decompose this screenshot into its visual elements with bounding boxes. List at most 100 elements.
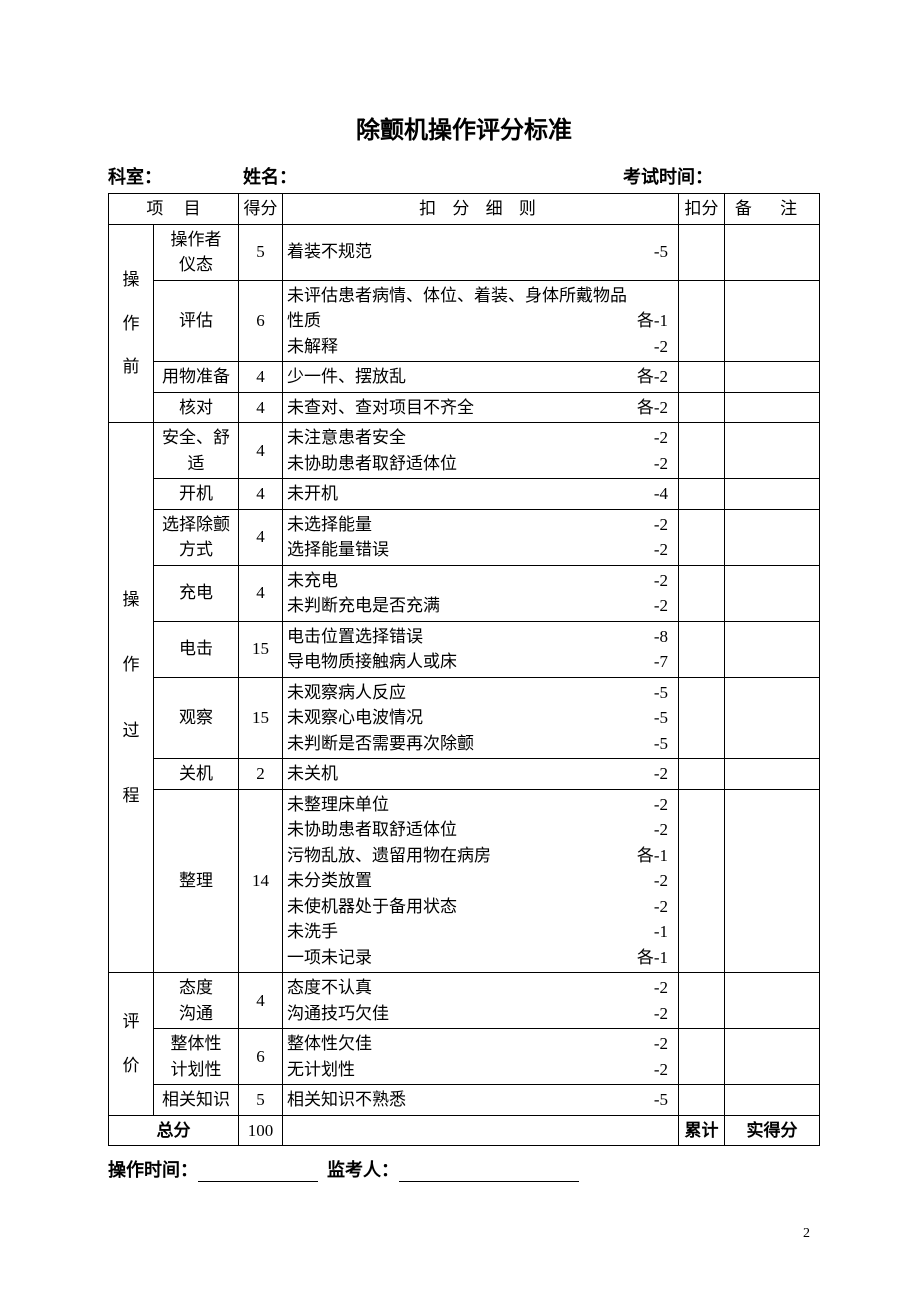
note-cell xyxy=(725,280,820,362)
item-cell: 整体性计划性 xyxy=(154,1029,239,1085)
rules-cell: 相关知识不熟悉-5 xyxy=(283,1085,679,1116)
exam-time-label: 考试时间： xyxy=(623,163,713,189)
table-row: 观察 15 未观察病人反应-5 未观察心电波情况-5 未判断是否需要再次除颤-5 xyxy=(109,677,820,759)
note-cell xyxy=(725,677,820,759)
note-cell xyxy=(725,1029,820,1085)
item-cell: 观察 xyxy=(154,677,239,759)
rules-cell: 着装不规范-5 xyxy=(283,224,679,280)
category-cell: 操作前 xyxy=(109,224,154,423)
rules-cell: 态度不认真-2 沟通技巧欠佳-2 xyxy=(283,973,679,1029)
item-cell: 安全、舒适 xyxy=(154,423,239,479)
op-time-blank xyxy=(198,1181,318,1182)
item-cell: 用物准备 xyxy=(154,362,239,393)
item-cell: 相关知识 xyxy=(154,1085,239,1116)
table-row: 整体性计划性 6 整体性欠佳-2 无计划性-2 xyxy=(109,1029,820,1085)
score-cell: 4 xyxy=(239,423,283,479)
table-row: 整理 14 未整理床单位-2 未协助患者取舒适体位-2 污物乱放、遗留用物在病房… xyxy=(109,789,820,973)
cumulative-label: 累计 xyxy=(679,1115,725,1146)
op-time-label: 操作时间： xyxy=(108,1160,198,1180)
table-row: 电击 15 电击位置选择错误-8 导电物质接触病人或床-7 xyxy=(109,621,820,677)
rules-cell: 未整理床单位-2 未协助患者取舒适体位-2 污物乱放、遗留用物在病房各-1 未分… xyxy=(283,789,679,973)
note-cell xyxy=(725,479,820,510)
name-label: 姓名： xyxy=(243,163,623,189)
table-header-row: 项 目 得分 扣 分 细 则 扣分 备 注 xyxy=(109,194,820,225)
total-label: 总分 xyxy=(109,1115,239,1146)
note-cell xyxy=(725,1085,820,1116)
rules-cell: 未充电-2 未判断充电是否充满-2 xyxy=(283,565,679,621)
note-cell xyxy=(725,224,820,280)
header-line: 科室： 姓名： 考试时间： xyxy=(108,163,820,189)
rules-cell: 未关机-2 xyxy=(283,759,679,790)
rules-cell: 少一件、摆放乱各-2 xyxy=(283,362,679,393)
total-score: 100 xyxy=(239,1115,283,1146)
header-item: 项 目 xyxy=(109,194,239,225)
note-cell xyxy=(725,509,820,565)
note-cell xyxy=(725,759,820,790)
item-cell: 评估 xyxy=(154,280,239,362)
score-cell: 14 xyxy=(239,789,283,973)
header-score: 得分 xyxy=(239,194,283,225)
note-cell xyxy=(725,973,820,1029)
item-cell: 整理 xyxy=(154,789,239,973)
note-cell xyxy=(725,362,820,393)
examiner-label: 监考人： xyxy=(327,1160,399,1180)
table-row: 评价 态度沟通 4 态度不认真-2 沟通技巧欠佳-2 xyxy=(109,973,820,1029)
header-note: 备 注 xyxy=(725,194,820,225)
score-cell: 4 xyxy=(239,479,283,510)
actual-label: 实得分 xyxy=(725,1115,820,1146)
score-cell: 4 xyxy=(239,392,283,423)
note-cell xyxy=(725,423,820,479)
rules-cell: 未评估患者病情、体位、着装、身体所戴物品 性质各-1 未解释-2 xyxy=(283,280,679,362)
category-cell: 评价 xyxy=(109,973,154,1116)
score-cell: 2 xyxy=(239,759,283,790)
item-cell: 充电 xyxy=(154,565,239,621)
header-deduct: 扣分 xyxy=(679,194,725,225)
deduct-cell xyxy=(679,392,725,423)
deduct-cell xyxy=(679,280,725,362)
header-rules: 扣 分 细 则 xyxy=(283,194,679,225)
deduct-cell xyxy=(679,621,725,677)
score-cell: 5 xyxy=(239,1085,283,1116)
deduct-cell xyxy=(679,362,725,393)
table-row: 选择除颤方式 4 未选择能量-2 选择能量错误-2 xyxy=(109,509,820,565)
rules-cell: 未开机-4 xyxy=(283,479,679,510)
score-cell: 4 xyxy=(239,362,283,393)
table-row: 关机 2 未关机-2 xyxy=(109,759,820,790)
deduct-cell xyxy=(679,677,725,759)
rules-cell: 电击位置选择错误-8 导电物质接触病人或床-7 xyxy=(283,621,679,677)
score-cell: 4 xyxy=(239,509,283,565)
table-row: 操作前 操作者仪态 5 着装不规范-5 xyxy=(109,224,820,280)
item-cell: 电击 xyxy=(154,621,239,677)
note-cell xyxy=(725,789,820,973)
rules-cell: 整体性欠佳-2 无计划性-2 xyxy=(283,1029,679,1085)
page-title: 除颤机操作评分标准 xyxy=(108,110,820,145)
rules-cell: 未观察病人反应-5 未观察心电波情况-5 未判断是否需要再次除颤-5 xyxy=(283,677,679,759)
rules-cell: 未注意患者安全-2 未协助患者取舒适体位-2 xyxy=(283,423,679,479)
score-cell: 5 xyxy=(239,224,283,280)
deduct-cell xyxy=(679,224,725,280)
item-cell: 开机 xyxy=(154,479,239,510)
deduct-cell xyxy=(679,423,725,479)
note-cell xyxy=(725,392,820,423)
deduct-cell xyxy=(679,789,725,973)
total-row: 总分 100 累计 实得分 xyxy=(109,1115,820,1146)
table-row: 开机 4 未开机-4 xyxy=(109,479,820,510)
scoring-table: 项 目 得分 扣 分 细 则 扣分 备 注 操作前 操作者仪态 5 着装不规范-… xyxy=(108,193,820,1146)
total-rules xyxy=(283,1115,679,1146)
page-number: 2 xyxy=(803,1226,810,1242)
item-cell: 核对 xyxy=(154,392,239,423)
table-row: 评估 6 未评估患者病情、体位、着装、身体所戴物品 性质各-1 未解释-2 xyxy=(109,280,820,362)
deduct-cell xyxy=(679,759,725,790)
category-cell: 操作过程 xyxy=(109,423,154,973)
table-row: 核对 4 未查对、查对项目不齐全各-2 xyxy=(109,392,820,423)
note-cell xyxy=(725,565,820,621)
item-cell: 选择除颤方式 xyxy=(154,509,239,565)
score-cell: 6 xyxy=(239,1029,283,1085)
item-cell: 态度沟通 xyxy=(154,973,239,1029)
deduct-cell xyxy=(679,973,725,1029)
deduct-cell xyxy=(679,1085,725,1116)
dept-label: 科室： xyxy=(108,163,243,189)
examiner-blank xyxy=(399,1181,579,1182)
footer-line: 操作时间： 监考人： xyxy=(108,1156,820,1182)
score-cell: 15 xyxy=(239,621,283,677)
